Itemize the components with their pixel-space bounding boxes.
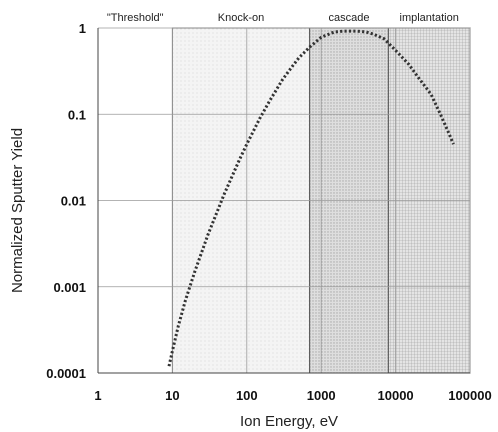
region-label: Knock-on	[218, 12, 264, 24]
x-axis-label: Ion Energy, eV	[240, 413, 338, 430]
x-tick-label: 1000	[307, 388, 336, 403]
y-tick-label: 0.001	[53, 280, 86, 295]
y-axis-label: Normalized Sputter Yield	[9, 128, 26, 293]
plot-frame	[97, 28, 470, 374]
tick-labels: 1 10 100 1000 10000 100000 0.0001 0.001 0.01 0.1 1	[46, 21, 491, 403]
y-tick-label: 0.0001	[46, 366, 86, 381]
region-label: cascade	[329, 12, 370, 24]
y-tick-label: 0.1	[68, 107, 86, 122]
region-label: implantation	[400, 12, 459, 24]
x-tick-label: 100	[236, 388, 258, 403]
sputter-yield-series	[167, 29, 455, 367]
y-tick-label: 0.01	[61, 194, 86, 209]
x-tick-label: 10000	[378, 388, 414, 403]
x-tick-label: 1	[94, 388, 101, 403]
region-label: "Threshold"	[107, 12, 164, 24]
y-tick-label: 1	[79, 21, 86, 36]
energy-regions: "Threshold" Knock-on cascade implantation	[98, 12, 471, 374]
x-tick-label: 10	[165, 388, 179, 403]
x-tick-label: 100000	[448, 388, 491, 403]
